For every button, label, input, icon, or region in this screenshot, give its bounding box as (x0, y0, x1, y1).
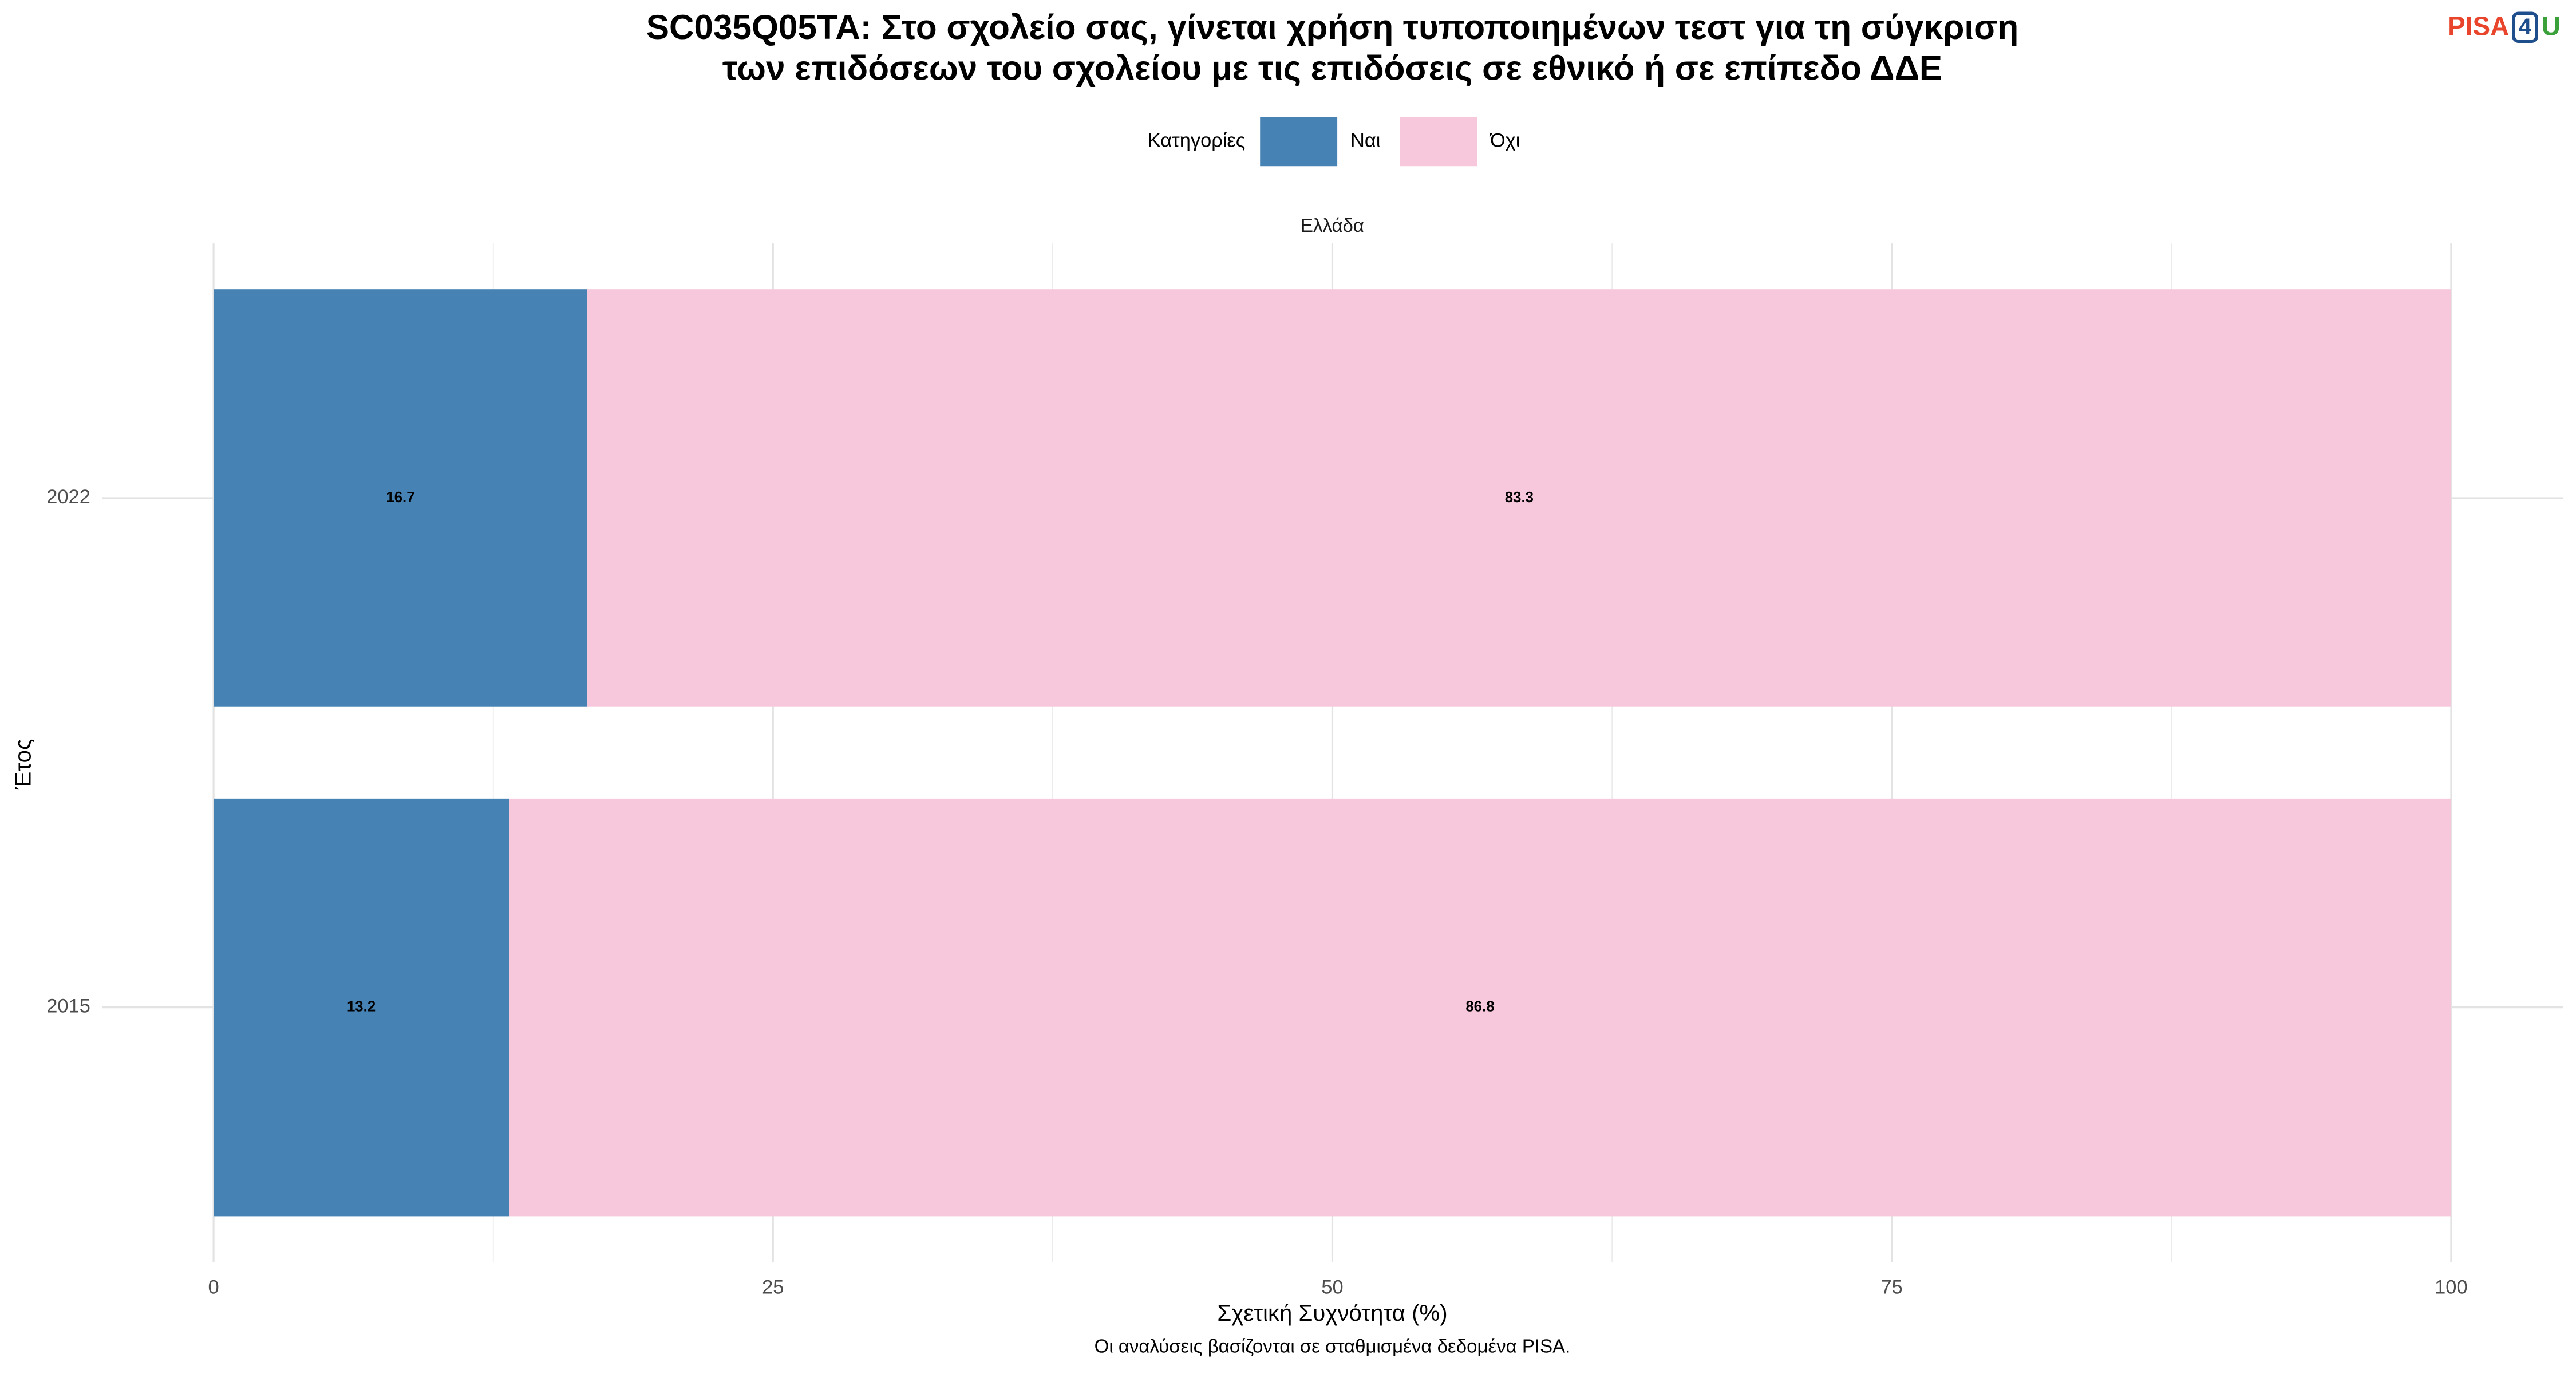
y-tick-label: 2022 (46, 486, 90, 508)
panel-title: Ελλάδα (1301, 215, 1364, 236)
x-tick-label: 50 (1321, 1276, 1343, 1298)
caption: Οι αναλύσεις βασίζονται σε σταθμισμένα δ… (1095, 1335, 1571, 1356)
logo-text: PISA (2448, 11, 2509, 41)
bar (214, 798, 509, 1217)
legend-swatch (1400, 117, 1477, 167)
logo-box (2512, 11, 2538, 43)
logo-text: U (2542, 11, 2561, 41)
legend-swatch (1260, 117, 1338, 167)
y-tick-label: 2015 (46, 996, 90, 1017)
logo-text: 4 (2519, 14, 2532, 40)
value-label: 13.2 (347, 998, 376, 1014)
chart-title: των επιδόσεων του σχολείου με τις επιδόσ… (722, 49, 1942, 88)
x-tick-label: 100 (2435, 1276, 2467, 1298)
y-axis-title: Έτος (10, 739, 36, 790)
chart-title: SC035Q05TA: Στο σχολείο σας, γίνεται χρή… (646, 7, 2018, 46)
x-axis-title: Σχετική Συχνότητα (%) (1217, 1300, 1447, 1326)
logo: PISA 4 U (2448, 11, 2561, 43)
bar (587, 289, 2451, 707)
value-label: 16.7 (386, 489, 414, 506)
bar (214, 289, 587, 707)
legend-label: Όχι (1489, 129, 1520, 151)
bar (509, 798, 2451, 1217)
legend-title: Κατηγορίες (1148, 129, 1246, 151)
legend-label: Ναι (1350, 129, 1380, 151)
x-tick-label: 75 (1881, 1276, 1903, 1298)
value-label: 83.3 (1505, 489, 1534, 506)
x-tick-label: 0 (208, 1276, 219, 1298)
x-tick-label: 25 (762, 1276, 784, 1298)
value-label: 86.8 (1465, 998, 1494, 1014)
